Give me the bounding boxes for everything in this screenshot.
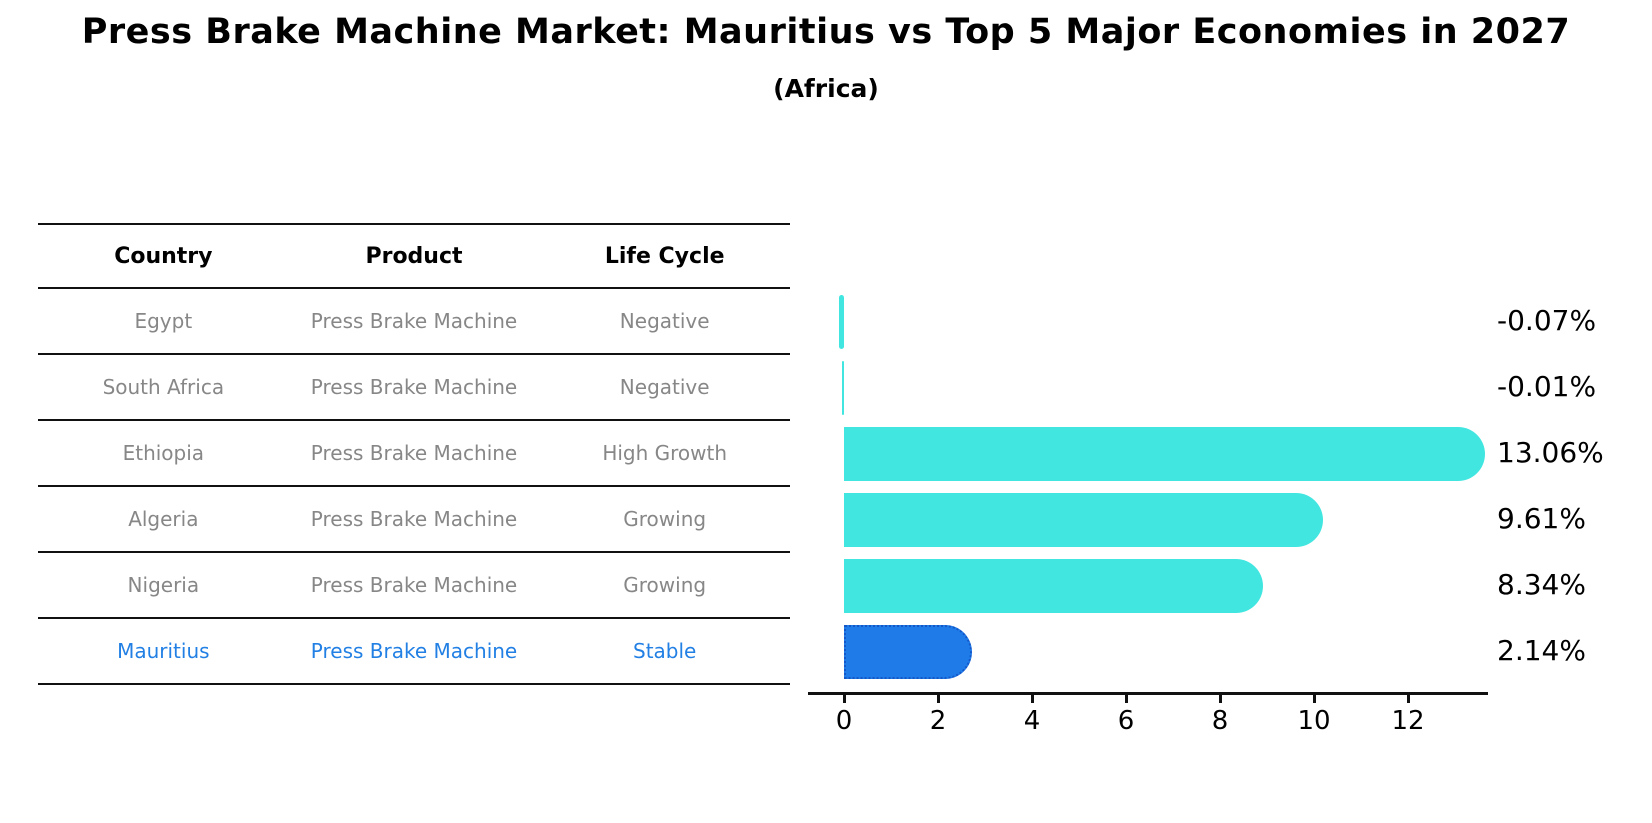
value-label: 8.34%	[1497, 568, 1586, 601]
x-axis-tick-label: 0	[835, 706, 853, 736]
cell-country: Algeria	[128, 507, 199, 531]
value-label: -0.07%	[1497, 304, 1597, 337]
x-axis-tick-label: 10	[1297, 706, 1331, 736]
cell-product: Press Brake Machine	[310, 441, 518, 465]
x-axis-tick-label: 2	[929, 706, 947, 736]
comparison-table: Country Product Life Cycle Egypt Press Br…	[38, 223, 790, 685]
bar	[838, 295, 844, 349]
table-row: Nigeria Press Brake Machine Growing	[38, 553, 790, 619]
table-row: Mauritius Press Brake Machine Stable	[38, 619, 790, 685]
cell-product: Press Brake Machine	[310, 507, 518, 531]
table-row: South Africa Press Brake Machine Negative	[38, 355, 790, 421]
cell-life-cycle: Negative	[619, 375, 710, 399]
x-axis-tick-label: 6	[1117, 706, 1135, 736]
cell-country: Egypt	[134, 309, 193, 333]
cell-country: Mauritius	[117, 639, 210, 663]
table-header-row: Country Product Life Cycle	[38, 223, 790, 289]
x-axis-tick	[1313, 694, 1316, 703]
cell-life-cycle: Growing	[623, 573, 707, 597]
cell-product: Press Brake Machine	[310, 639, 518, 663]
x-axis-tick	[843, 694, 846, 703]
bar	[844, 493, 1323, 547]
header-cell-country: Country	[114, 243, 213, 269]
value-label: 9.61%	[1497, 502, 1586, 535]
bar	[841, 361, 844, 415]
header-cell-product: Product	[365, 243, 463, 269]
table-row: Algeria Press Brake Machine Growing	[38, 487, 790, 553]
bar	[844, 559, 1263, 613]
cell-life-cycle: Stable	[633, 639, 697, 663]
table-row: Ethiopia Press Brake Machine High Growth	[38, 421, 790, 487]
bar	[844, 427, 1485, 481]
table-body: Egypt Press Brake Machine Negative South Af…	[38, 289, 790, 685]
x-axis-tick	[1219, 694, 1222, 703]
value-label: -0.01%	[1497, 370, 1597, 403]
x-axis-tick	[1031, 694, 1034, 703]
x-axis-tick	[937, 694, 940, 703]
x-axis-tick-label: 12	[1391, 706, 1425, 736]
x-axis-line	[808, 692, 1488, 695]
cell-country: South Africa	[102, 375, 225, 399]
x-axis-tick-label: 8	[1211, 706, 1229, 736]
cell-country: Nigeria	[127, 573, 200, 597]
x-axis-tick-label: 4	[1023, 706, 1041, 736]
table-row: Egypt Press Brake Machine Negative	[38, 289, 790, 355]
header-cell-life-cycle: Life Cycle	[604, 243, 725, 269]
cell-product: Press Brake Machine	[310, 375, 518, 399]
cell-country: Ethiopia	[122, 441, 205, 465]
cell-life-cycle: High Growth	[602, 441, 728, 465]
cell-life-cycle: Growing	[623, 507, 707, 531]
cell-product: Press Brake Machine	[310, 573, 518, 597]
x-axis-tick	[1125, 694, 1128, 703]
cell-life-cycle: Negative	[619, 309, 710, 333]
bar-highlight	[844, 625, 972, 679]
cell-product: Press Brake Machine	[310, 309, 518, 333]
value-label: 2.14%	[1497, 634, 1586, 667]
x-axis-tick	[1407, 694, 1410, 703]
chart-subtitle: (Africa)	[773, 74, 879, 103]
chart-title: Press Brake Machine Market: Mauritius vs…	[81, 12, 1571, 52]
value-label: 13.06%	[1497, 436, 1604, 469]
